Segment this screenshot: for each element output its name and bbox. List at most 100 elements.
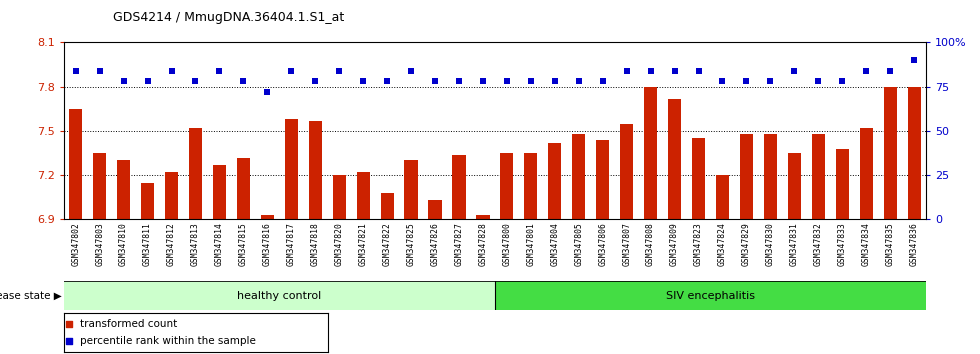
Bar [309, 121, 321, 219]
Bar [117, 160, 130, 219]
Point [714, 79, 730, 84]
Point [787, 68, 803, 74]
Bar [284, 119, 298, 219]
Point [356, 79, 371, 84]
Bar [859, 128, 873, 219]
Point [140, 79, 156, 84]
Point [235, 79, 251, 84]
Text: percentile rank within the sample: percentile rank within the sample [79, 336, 256, 346]
Bar [453, 155, 466, 219]
Point [618, 68, 634, 74]
Text: GSM347823: GSM347823 [694, 223, 703, 267]
Bar [907, 87, 920, 219]
Bar [141, 183, 154, 219]
Text: GSM347816: GSM347816 [263, 223, 271, 267]
Text: GSM347817: GSM347817 [287, 223, 296, 267]
Point [61, 321, 76, 327]
Bar [500, 153, 514, 219]
Text: GSM347802: GSM347802 [72, 223, 80, 267]
Bar [788, 153, 801, 219]
Point [858, 68, 874, 74]
Point [475, 79, 491, 84]
Text: GSM347820: GSM347820 [335, 223, 344, 267]
Bar [740, 134, 753, 219]
Point [451, 79, 466, 84]
Bar [428, 200, 442, 219]
Point [571, 79, 587, 84]
Bar [213, 165, 226, 219]
Point [164, 68, 179, 74]
Text: GSM347836: GSM347836 [909, 223, 918, 267]
Text: GSM347809: GSM347809 [670, 223, 679, 267]
Point [61, 338, 76, 344]
Bar [332, 175, 346, 219]
Text: GSM347805: GSM347805 [574, 223, 583, 267]
Text: GSM347806: GSM347806 [598, 223, 608, 267]
Text: healthy control: healthy control [237, 291, 321, 301]
Text: GSM347800: GSM347800 [503, 223, 512, 267]
Bar [380, 193, 394, 219]
Bar [596, 140, 610, 219]
Point [834, 79, 850, 84]
Bar [668, 98, 681, 219]
Bar [692, 138, 705, 219]
Point [427, 79, 443, 84]
Bar [811, 134, 825, 219]
Bar [572, 134, 585, 219]
Bar [261, 215, 273, 219]
Bar [93, 153, 106, 219]
Bar [763, 134, 777, 219]
Point [403, 68, 418, 74]
Point [810, 79, 826, 84]
Text: GSM347814: GSM347814 [215, 223, 223, 267]
Bar [165, 172, 178, 219]
Text: GSM347803: GSM347803 [95, 223, 104, 267]
Text: GSM347804: GSM347804 [551, 223, 560, 267]
Bar [69, 109, 82, 219]
Point [666, 68, 682, 74]
Point [260, 89, 275, 95]
Bar [620, 124, 633, 219]
Point [379, 79, 395, 84]
Text: transformed count: transformed count [79, 319, 176, 329]
Text: GDS4214 / MmugDNA.36404.1.S1_at: GDS4214 / MmugDNA.36404.1.S1_at [113, 11, 344, 24]
Point [308, 79, 323, 84]
Text: GSM347815: GSM347815 [239, 223, 248, 267]
Point [595, 79, 611, 84]
Bar [357, 172, 369, 219]
Bar [836, 149, 849, 219]
Text: GSM347825: GSM347825 [407, 223, 416, 267]
Text: GSM347811: GSM347811 [143, 223, 152, 267]
Point [283, 68, 299, 74]
Text: GSM347827: GSM347827 [455, 223, 464, 267]
Text: GSM347822: GSM347822 [382, 223, 392, 267]
Text: GSM347813: GSM347813 [191, 223, 200, 267]
Text: SIV encephalitis: SIV encephalitis [666, 291, 755, 301]
Bar [884, 87, 897, 219]
Bar [524, 153, 537, 219]
Text: GSM347829: GSM347829 [742, 223, 751, 267]
Text: GSM347830: GSM347830 [766, 223, 775, 267]
Text: GSM347810: GSM347810 [120, 223, 128, 267]
Bar [237, 158, 250, 219]
Text: GSM347807: GSM347807 [622, 223, 631, 267]
Point [187, 79, 203, 84]
Point [92, 68, 108, 74]
Point [762, 79, 778, 84]
Point [643, 68, 659, 74]
Bar [644, 87, 658, 219]
Text: GSM347821: GSM347821 [359, 223, 368, 267]
Point [116, 79, 131, 84]
Bar [476, 215, 489, 219]
Text: GSM347828: GSM347828 [478, 223, 487, 267]
Point [499, 79, 514, 84]
Point [68, 68, 83, 74]
Bar [64, 281, 495, 310]
Bar [548, 143, 562, 219]
Bar [189, 128, 202, 219]
Bar [405, 160, 417, 219]
Point [547, 79, 563, 84]
Point [906, 57, 922, 63]
Text: GSM347833: GSM347833 [838, 223, 847, 267]
Text: disease state ▶: disease state ▶ [0, 291, 62, 301]
